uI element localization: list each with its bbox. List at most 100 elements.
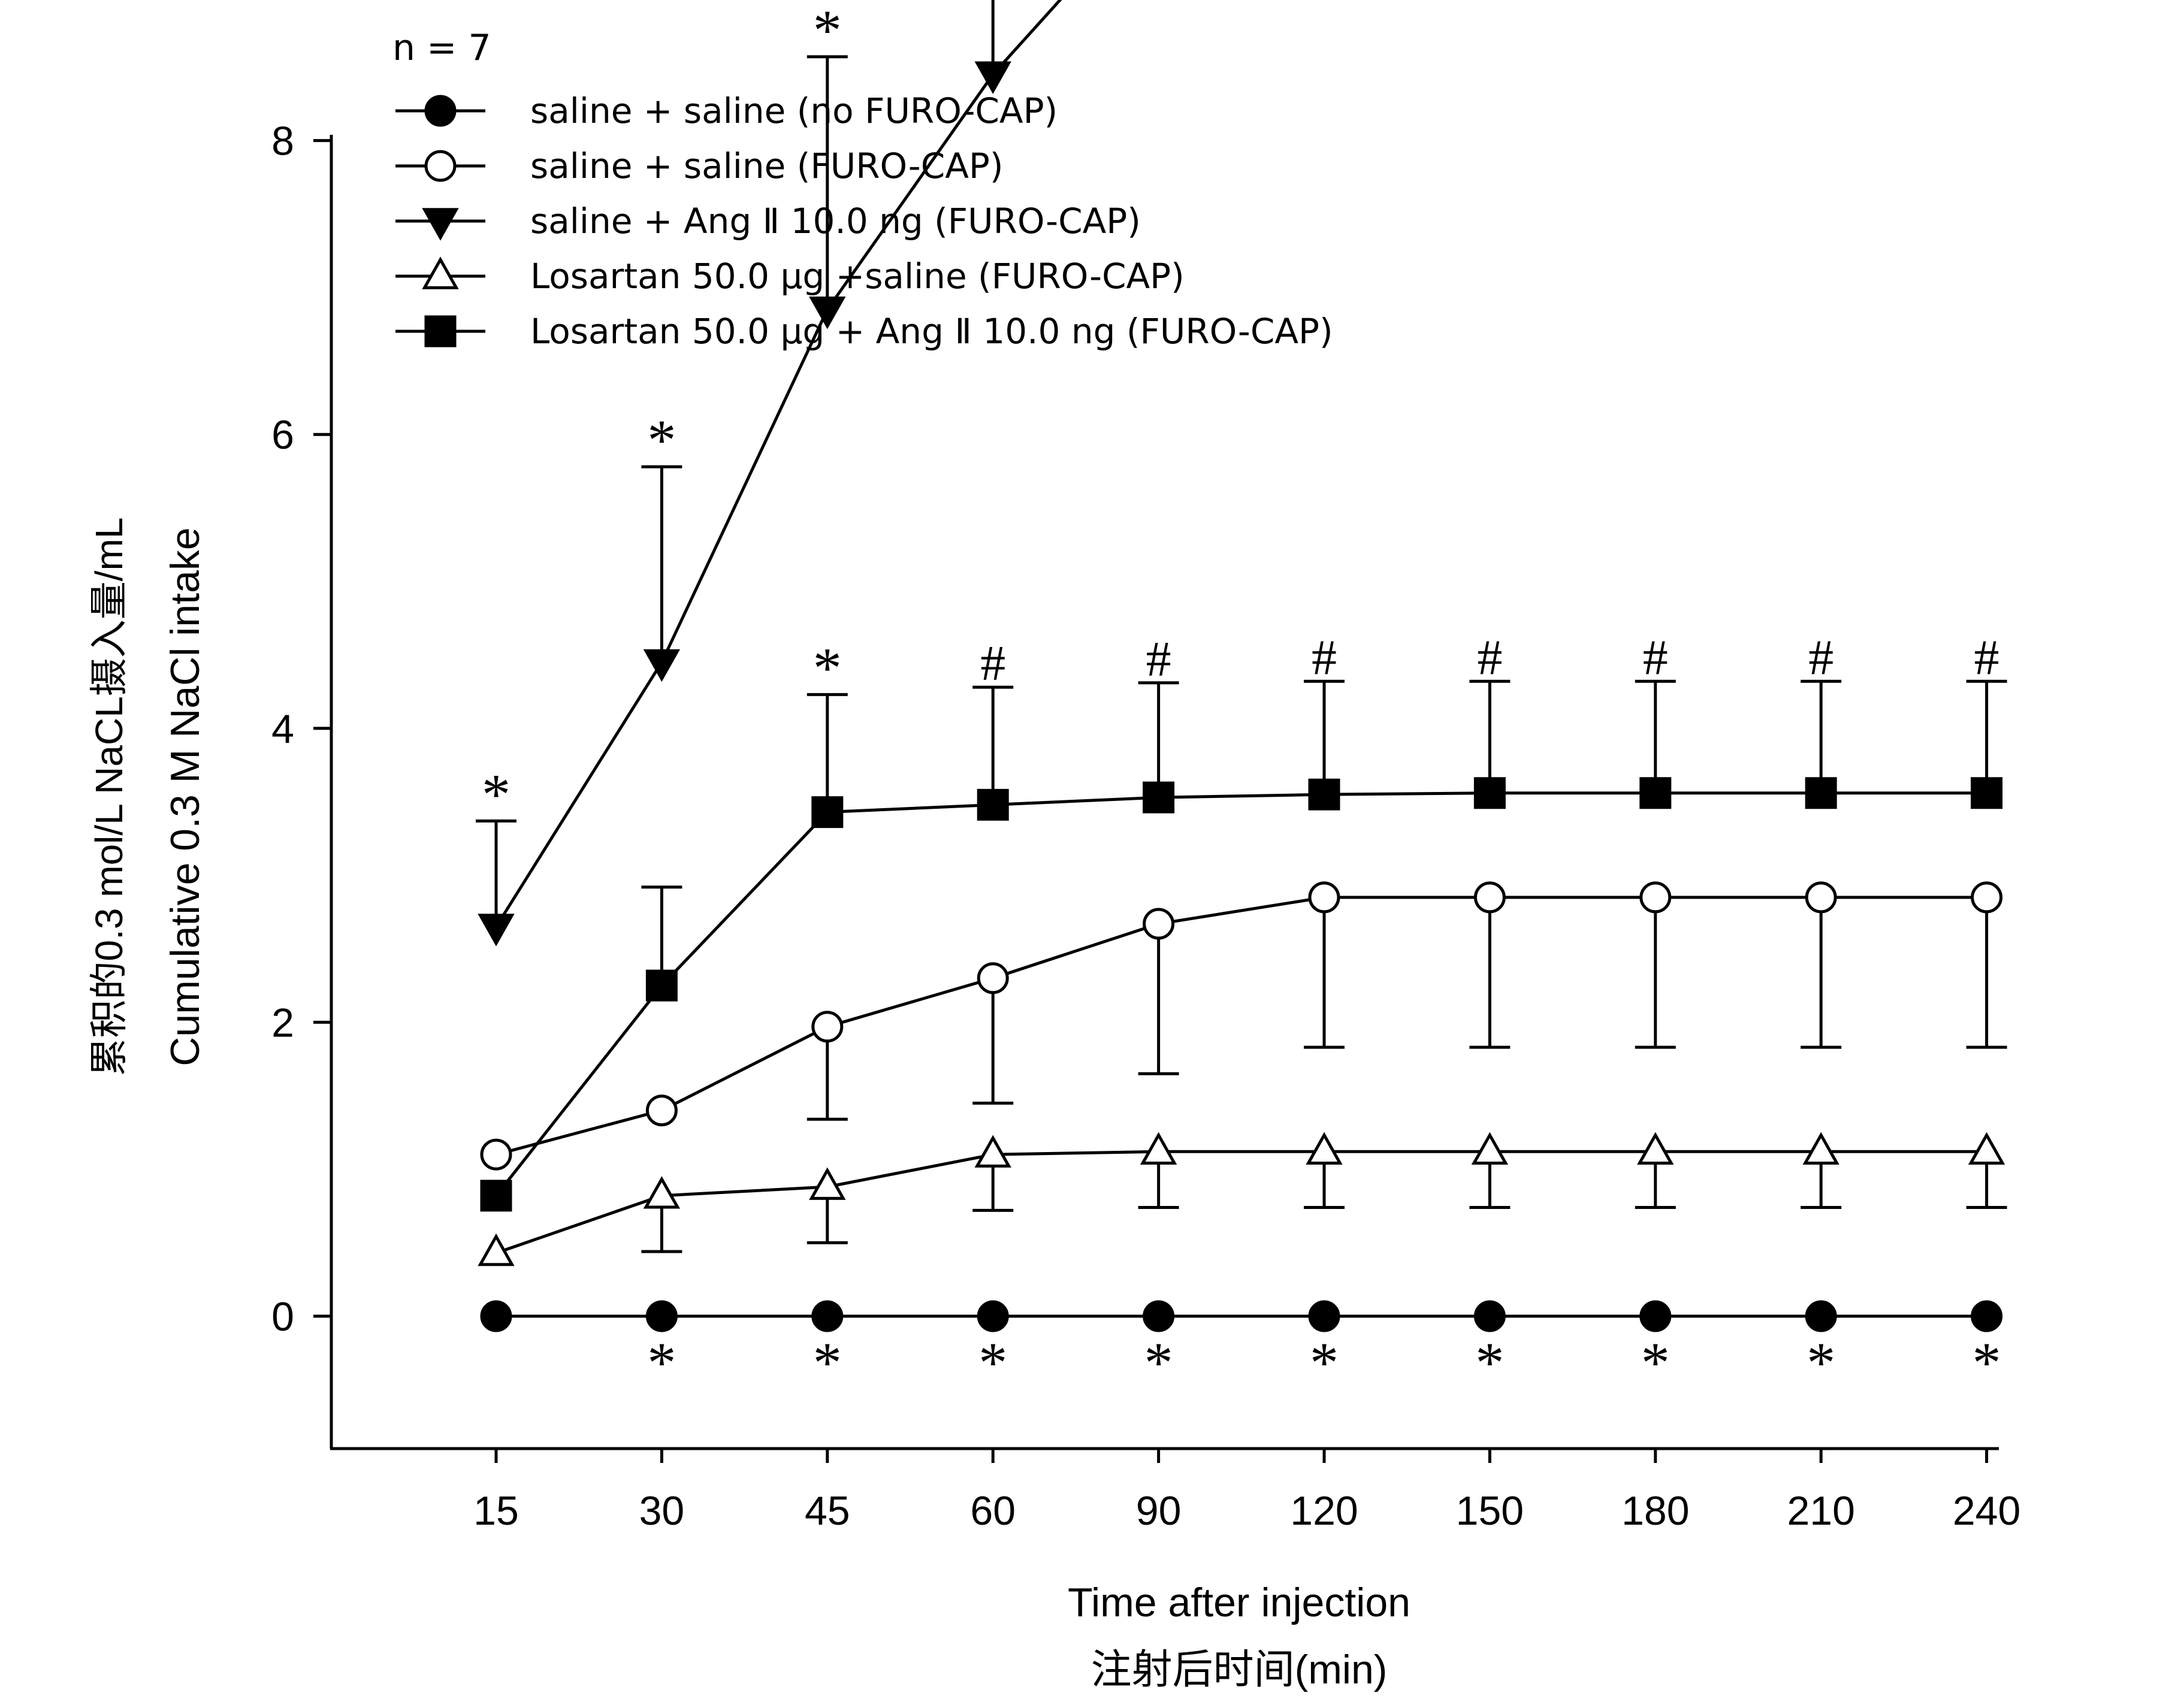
data-point <box>1143 1300 1175 1332</box>
data-point <box>1971 777 2003 809</box>
asterisk-annotation: * <box>978 1331 1007 1395</box>
legend-label: Losartan 50.0 μg +saline (FURO-CAP) <box>530 256 1185 297</box>
series-line <box>496 896 1987 1156</box>
data-point <box>478 1233 515 1266</box>
y-axis-title-cn: 累积的0.3 mol/L NaCL摄入量/mL <box>87 518 131 1077</box>
error-bar-group <box>476 0 2007 1253</box>
x-tick-label: 60 <box>970 1488 1016 1534</box>
asterisk-annotation: * <box>813 0 842 62</box>
data-point <box>1308 881 1340 914</box>
marker-group <box>478 61 2005 1332</box>
hash-annotation: # <box>1477 630 1502 685</box>
x-tick-label: 120 <box>1290 1488 1358 1534</box>
legend-marker <box>424 95 457 127</box>
asterisk-annotation: * <box>1310 1331 1339 1395</box>
data-point <box>977 1300 1009 1332</box>
x-tick-label: 30 <box>639 1488 685 1534</box>
data-point <box>478 914 515 947</box>
hash-annotation: # <box>1974 630 1999 685</box>
y-tick-label: 0 <box>271 1294 294 1340</box>
x-tick-label: 240 <box>1953 1488 2020 1534</box>
data-point <box>809 1167 846 1200</box>
asterisk-annotation: * <box>813 1331 842 1395</box>
legend: n = 7 saline + saline (no FURO-CAP) salin… <box>392 27 1333 352</box>
y-tick-label: 2 <box>271 1000 294 1045</box>
axes: Time after injection 注射后时间(min) Cumulati… <box>87 135 1999 1692</box>
data-point <box>1805 1300 1837 1332</box>
data-point <box>1639 1300 1672 1332</box>
data-point <box>811 796 844 829</box>
hash-annotation: # <box>1312 630 1337 685</box>
data-point <box>1140 1132 1177 1165</box>
data-point <box>1473 881 1506 914</box>
data-point <box>1143 781 1175 814</box>
asterisk-annotation: * <box>1972 1331 2001 1395</box>
data-point <box>480 1300 512 1332</box>
series-line <box>495 791 1987 1197</box>
hash-annotation: # <box>1643 630 1668 685</box>
x-tick-label: 180 <box>1621 1488 1689 1534</box>
data-point <box>643 649 681 682</box>
legend-label: saline + saline (FURO-CAP) <box>530 146 1004 186</box>
data-point <box>480 1180 512 1212</box>
sample-size-label: n = 7 <box>392 27 491 69</box>
legend-marker <box>422 208 459 241</box>
data-point <box>1143 908 1175 940</box>
x-axis-title: Time after injection <box>1068 1580 1410 1625</box>
asterisk-annotation: * <box>482 762 510 826</box>
data-point <box>643 1176 681 1209</box>
data-point <box>811 1300 844 1332</box>
series-line <box>496 1150 1987 1254</box>
data-point <box>1308 1300 1340 1332</box>
data-point <box>645 1095 678 1127</box>
hash-annotation: # <box>1808 630 1833 685</box>
data-point <box>1805 777 1837 809</box>
data-point <box>974 1135 1011 1168</box>
asterisk-annotation: * <box>813 636 842 700</box>
x-tick-label: 150 <box>1456 1488 1524 1534</box>
legend-label: saline + Ang Ⅱ 10.0 ng (FURO-CAP) <box>530 201 1141 241</box>
data-point <box>1971 881 2003 914</box>
asterisk-annotation: * <box>647 408 676 472</box>
data-point <box>1471 1132 1509 1165</box>
data-point <box>1637 1132 1674 1165</box>
asterisk-annotation: * <box>1144 1331 1173 1395</box>
y-tick-label: 6 <box>271 412 294 458</box>
x-tick-label: 90 <box>1136 1488 1182 1534</box>
data-point <box>977 962 1009 994</box>
data-point <box>1968 1132 2005 1165</box>
hash-annotation: # <box>1146 631 1171 687</box>
data-point <box>1971 1300 2003 1332</box>
y-tick-label: 4 <box>271 706 294 752</box>
x-tick-label: 45 <box>805 1488 850 1534</box>
significance-annotation-group: ********************####### <box>482 0 2001 1395</box>
y-axis-title-en: Cumulative 0.3 M NaCl intake <box>162 527 208 1066</box>
x-axis-subtitle: 注射后时间(min) <box>1091 1647 1388 1692</box>
data-point <box>1802 1132 1839 1165</box>
hash-annotation: # <box>980 636 1005 691</box>
legend-marker <box>422 256 459 289</box>
y-tick-label: 8 <box>271 119 294 164</box>
data-point <box>1639 777 1672 809</box>
data-point <box>480 1138 512 1171</box>
data-point <box>1473 777 1506 809</box>
series-line <box>494 0 1062 928</box>
legend-marker <box>424 315 457 347</box>
data-point <box>811 1011 844 1043</box>
x-tick-label: 210 <box>1787 1488 1854 1534</box>
data-point <box>1306 1132 1343 1165</box>
legend-label: Losartan 50.0 μg + Ang Ⅱ 10.0 ng (FURO-C… <box>530 311 1333 352</box>
series-line-group <box>494 0 1987 1318</box>
data-point <box>645 1300 678 1332</box>
asterisk-annotation: * <box>647 1331 676 1395</box>
asterisk-annotation: * <box>1475 1331 1504 1395</box>
data-point <box>1805 881 1837 914</box>
data-point <box>977 788 1009 821</box>
x-tick-label: 15 <box>473 1488 519 1534</box>
asterisk-annotation: * <box>1807 1331 1835 1395</box>
tick-group: 02468101214161530456090120150180210240 <box>271 119 2020 1534</box>
data-point <box>645 969 678 1002</box>
data-point <box>1639 881 1672 914</box>
